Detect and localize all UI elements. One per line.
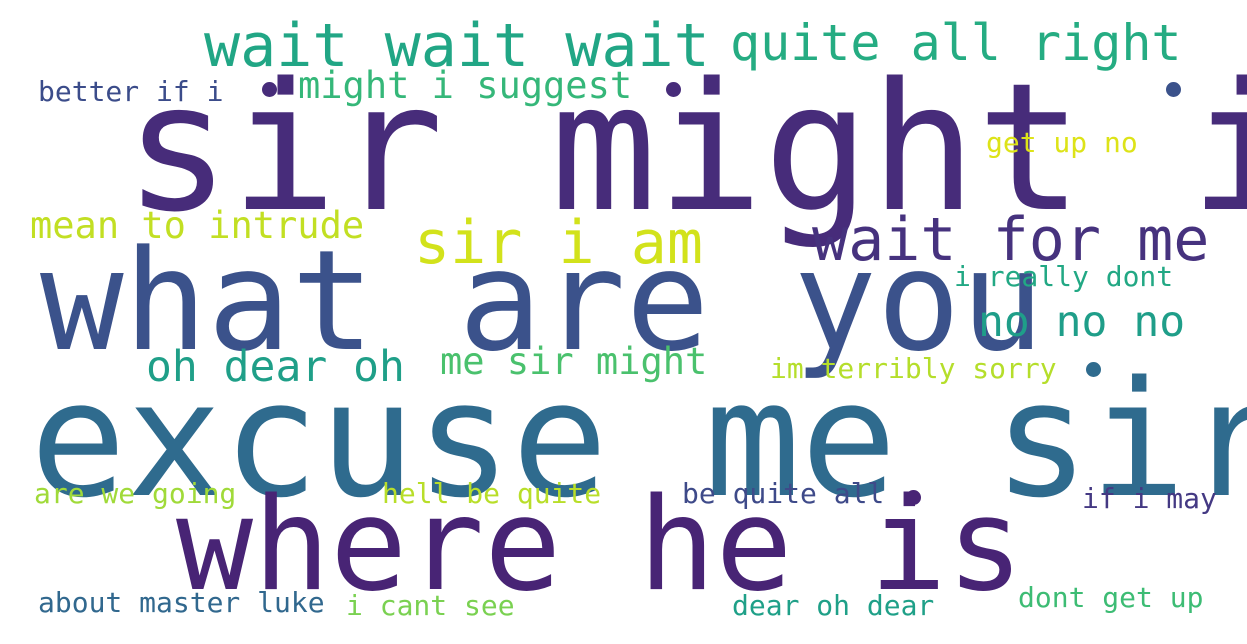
word-are-we-going: are we going [34,477,237,510]
word-get-up-no: get up no [986,126,1138,159]
word-sir-i-am: sir i am [414,208,703,278]
word-mean-to-intrude: mean to intrude [30,204,365,247]
word-if-i-may: if i may [1082,482,1217,515]
word-what-are-you: what are you [40,220,1045,382]
word-i-really-dont: i really dont [954,260,1174,293]
word-be-quite-all: be quite all [682,477,885,510]
word-dear-oh-dear: dear oh dear [732,589,935,622]
word-hell-be-quite: hell be quite [382,477,602,510]
word-me-sir-might: me sir might [440,340,708,383]
word-no-no-no: no no no [978,297,1186,347]
dot-mark [1086,362,1101,377]
word-dont-get-up: dont get up [1018,581,1204,614]
word-wait-for-me: wait for me [812,205,1210,275]
dot-mark [262,82,277,97]
word-oh-dear-oh: oh dear oh [146,342,405,392]
word-quite-all-right: quite all right [730,14,1182,72]
word-i-cant-see: i cant see [346,589,515,622]
word-might-i-suggest: might i suggest [298,64,633,107]
word-sir-might-i: sir might i [124,45,1247,251]
word-where-he-is: where he is [176,471,1024,620]
dot-mark [666,82,681,97]
word-im-terribly-sorry: im terribly sorry [770,352,1057,385]
word-better-if-i: better if i [38,75,224,108]
word-wait-wait-wait: wait wait wait [204,11,710,81]
word-about-master-luke: about master luke [38,586,325,619]
dot-mark [906,490,921,505]
dot-mark [1166,82,1181,97]
word-excuse-me-sir: excuse me sir [30,346,1247,533]
